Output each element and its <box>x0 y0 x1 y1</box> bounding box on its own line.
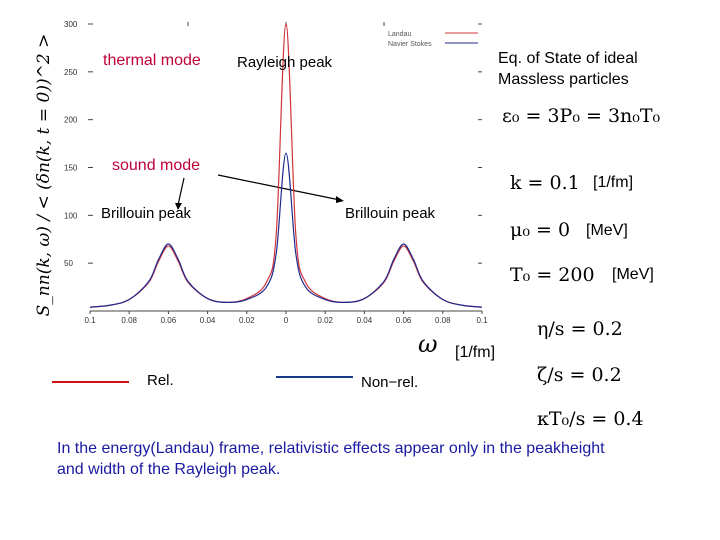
eos-line1: Eq. of State of ideal <box>498 50 638 67</box>
omega-unit: [1/fm] <box>455 344 496 361</box>
x-tick-label: 0.04 <box>200 316 216 325</box>
x-tick-label: 0.08 <box>121 316 137 325</box>
landau-series-line <box>89 23 483 308</box>
y-tick-label: 50 <box>64 259 73 268</box>
y-tick-label: 250 <box>64 68 78 77</box>
x-tick-label: 0.02 <box>317 316 333 325</box>
eos-line2: Massless particles <box>498 71 629 88</box>
y-tick-label: 100 <box>64 211 78 220</box>
x-tick-label: 0.06 <box>161 316 177 325</box>
brillouin-peak-left-label: Brillouin peak <box>101 205 192 222</box>
navier-stokes-series-line <box>89 152 483 308</box>
param-eta: η/s = 0.2 <box>537 318 623 340</box>
thermal-mode-label: thermal mode <box>103 52 201 69</box>
arrow-sound-right-head <box>336 196 344 203</box>
sound-mode-label: sound mode <box>112 157 201 174</box>
arrow-sound-left <box>177 177 185 206</box>
nonrel-legend-label: Non−rel. <box>361 374 419 391</box>
x-tick-label: 0.1 <box>476 316 488 325</box>
x-tick-label: 0.1 <box>84 316 96 325</box>
rayleigh-peak-label: Rayleigh peak <box>237 54 333 71</box>
y-tick-label: 150 <box>64 164 78 173</box>
brillouin-peak-right-label: Brillouin peak <box>345 205 436 222</box>
param-T: T₀ = 200 <box>510 264 595 286</box>
param-mu: μ₀ = 0 <box>510 219 571 241</box>
x-tick-label: 0.04 <box>357 316 373 325</box>
param-T-unit: [MeV] <box>612 266 654 283</box>
x-tick-label: 0.08 <box>435 316 451 325</box>
param-mu-unit: [MeV] <box>586 222 628 239</box>
conclusion-line1: In the energy(Landau) frame, relativisti… <box>57 440 605 457</box>
param-zeta: ζ/s = 0.2 <box>537 364 622 386</box>
omega-symbol: ω <box>418 330 438 358</box>
x-tick-label: 0.02 <box>239 316 255 325</box>
rel-legend-line <box>52 381 129 383</box>
y-tick-label: 300 <box>64 20 78 29</box>
param-k-unit: [1/fm] <box>593 174 634 191</box>
arrow-sound-left-head <box>175 203 182 210</box>
param-k: k = 0.1 <box>510 172 580 194</box>
energy-relation: ε₀ = 3P₀ = 3n₀T₀ <box>502 105 661 127</box>
legend-entry-label: Navier Stokes <box>388 41 432 48</box>
legend-entry-label: Landau <box>388 31 411 38</box>
rel-legend-label: Rel. <box>147 372 174 389</box>
nonrel-legend-line <box>276 376 353 378</box>
x-tick-label: 0 <box>284 316 289 325</box>
x-tick-label: 0.06 <box>396 316 412 325</box>
conclusion-line2: and width of the Rayleigh peak. <box>57 461 281 478</box>
y-tick-label: 200 <box>64 116 78 125</box>
param-kappa: κT₀/s = 0.4 <box>537 408 644 430</box>
